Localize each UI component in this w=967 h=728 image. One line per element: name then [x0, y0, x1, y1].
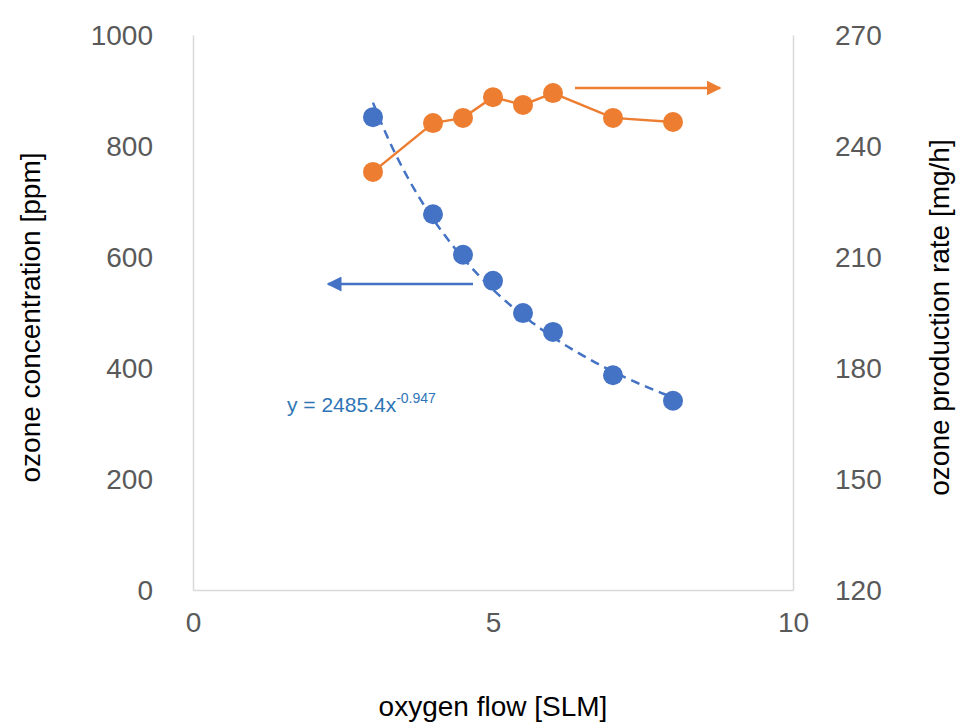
trendline-label: y = 2485.4x-0.947: [287, 390, 436, 416]
tick: 200: [106, 464, 193, 495]
tick-label: 270: [835, 20, 882, 51]
point: [423, 113, 443, 133]
tick: 5: [486, 590, 502, 638]
tick-label: 1000: [91, 20, 153, 51]
trendline-label-text: y = 2485.4x: [287, 393, 397, 416]
point: [363, 162, 383, 182]
axis-line: [793, 36, 795, 591]
trendline: [373, 103, 673, 398]
axis-line: [194, 590, 794, 592]
series-line: [373, 93, 673, 172]
y-axis: 0 200 400 600 800 1000: [91, 20, 194, 606]
point: [423, 204, 443, 224]
arrow: [575, 87, 720, 90]
x-axis-title: oxygen flow [SLM]: [379, 691, 608, 722]
series: [363, 107, 683, 411]
tick: 120: [793, 575, 882, 606]
marks: [363, 83, 683, 411]
tick: 240: [793, 131, 882, 162]
point: [543, 322, 563, 342]
tick: 150: [793, 464, 882, 495]
point: [513, 303, 533, 323]
x-axis: 0 5 10: [186, 590, 809, 638]
tick-label: 240: [835, 131, 882, 162]
point: [603, 365, 623, 385]
point: [453, 245, 473, 265]
tick: 1000: [91, 20, 193, 51]
point: [483, 271, 503, 291]
tick: 400: [106, 353, 193, 384]
chart: 0 5 10 0 200 400 600 800 1000 120 150 180 210 240 270 y…: [0, 0, 967, 728]
tick: 10: [778, 590, 809, 638]
tick-label: 0: [186, 607, 202, 638]
axis-line: [193, 36, 195, 591]
tick-label: 210: [835, 242, 882, 273]
tick-label: 400: [106, 353, 153, 384]
tick-label: 0: [137, 575, 153, 606]
plot-area: 0 5 10 0 200 400 600 800 1000 120 150 180 210 240 270 y…: [91, 20, 882, 638]
point: [483, 87, 503, 107]
tick-label: 5: [486, 607, 502, 638]
tick-label: 120: [835, 575, 882, 606]
tick: 600: [106, 242, 193, 273]
y2-axis: 120 150 180 210 240 270: [793, 20, 882, 606]
point: [543, 83, 563, 103]
trendline-label-exponent: -0.947: [396, 390, 436, 406]
tick-label: 150: [835, 464, 882, 495]
tick-label: 600: [106, 242, 153, 273]
tick-label: 10: [778, 607, 809, 638]
tick: 0: [186, 590, 202, 638]
y-axis-title: ozone concentration [ppm]: [15, 153, 46, 483]
point: [513, 95, 533, 115]
tick: 0: [137, 575, 193, 606]
point: [663, 112, 683, 132]
arrow: [328, 283, 473, 286]
tick: 210: [793, 242, 882, 273]
y2-axis-title: ozone production rate [mg/h]: [924, 139, 955, 495]
point: [453, 108, 473, 128]
point: [603, 108, 623, 128]
tick-label: 200: [106, 464, 153, 495]
tick: 800: [106, 131, 193, 162]
point: [663, 391, 683, 411]
tick-label: 800: [106, 131, 153, 162]
tick: 270: [793, 20, 882, 51]
series: [363, 83, 683, 182]
tick: 180: [793, 353, 882, 384]
point: [363, 107, 383, 127]
tick-label: 180: [835, 353, 882, 384]
